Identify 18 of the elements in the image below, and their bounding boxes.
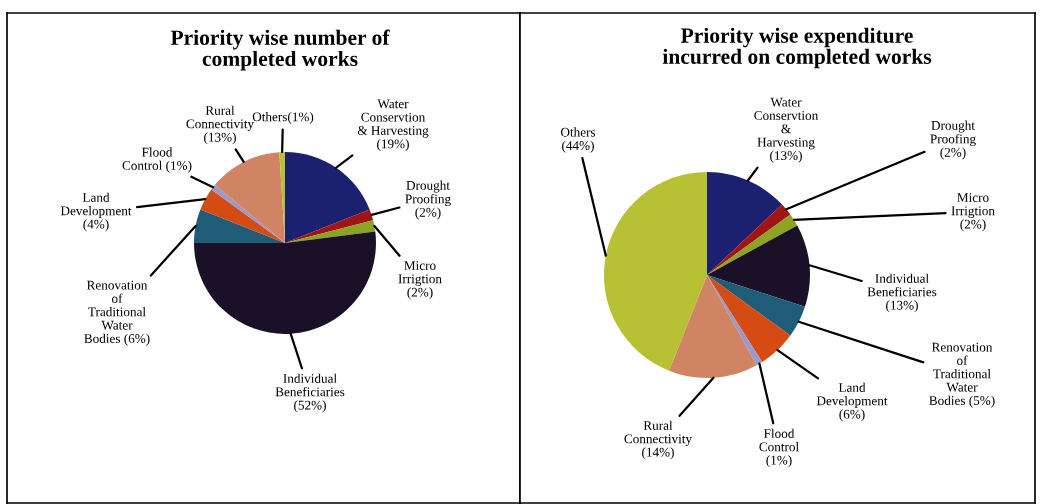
slice-label: Water Conservtion & Harvesting (13%) [754,97,819,163]
slice-label: Land Development (4%) [60,192,132,232]
slice-label: Drought Proofing (2%) [930,120,976,160]
slice-label: Rural Connectivity (14%) [624,420,693,460]
slice-label: Flood Control (1%) [759,428,799,468]
slice-label: Others (44%) [560,127,596,153]
chart-title: Priority wise expenditure incurred on completed works [662,27,932,69]
slice-label: Land Development (6%) [816,382,888,422]
slice-label: Micro Irrigtion (2%) [951,193,995,232]
slice-label: Flood Control (1%) [122,147,192,173]
slice-label: Individual Beneficiaries (52%) [275,373,345,413]
slice-label: Micro Irrigtion (2%) [398,261,442,300]
chart-title: Priority wise number of completed works [170,29,390,71]
slice-label: Water Conservtion & Harvesting (19%) [357,99,429,152]
slice-label: Renovation of Traditional Water Bodies (5%) [929,342,995,408]
slice-label: Drought Proofing (2%) [405,180,451,220]
slice-label: Individual Beneficiaries (13%) [867,273,937,313]
slice-label: Renovation of Traditional Water Bodies (6%) [84,280,150,346]
